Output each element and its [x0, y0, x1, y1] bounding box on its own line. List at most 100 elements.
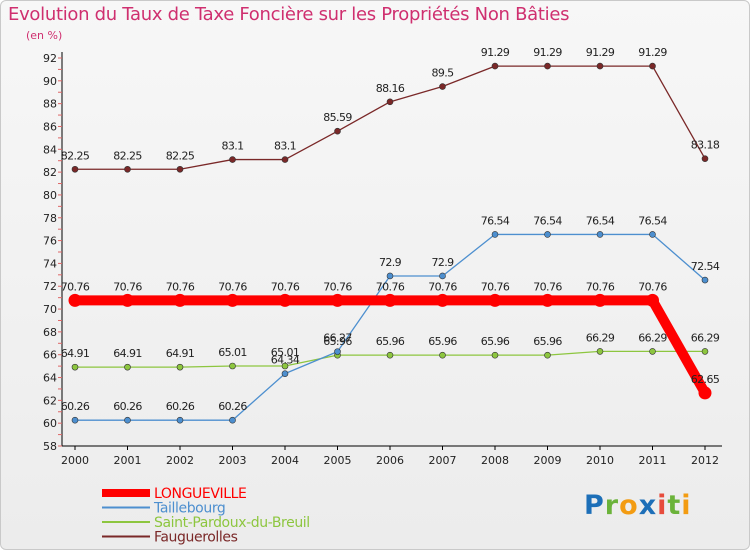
data-point-longueville	[593, 293, 607, 307]
data-label-saint-pardoux-du-breuil: 66.29	[638, 331, 667, 344]
data-label-taillebourg: 72.9	[431, 256, 454, 269]
data-label-saint-pardoux-du-breuil: 64.91	[61, 347, 90, 360]
data-point-taillebourg	[124, 416, 131, 424]
data-label-saint-pardoux-du-breuil: 65.96	[533, 335, 562, 348]
y-tick-label: 64	[43, 372, 57, 385]
y-tick-label: 60	[43, 417, 57, 430]
data-label-taillebourg: 76.54	[533, 214, 562, 227]
x-tick-label: 2004	[271, 454, 299, 467]
data-label-taillebourg: 76.54	[638, 214, 667, 227]
data-label-longueville: 70.76	[481, 280, 510, 293]
data-label-saint-pardoux-du-breuil: 64.91	[166, 347, 195, 360]
data-point-longueville	[541, 293, 554, 307]
data-point-longueville	[436, 293, 449, 307]
data-label-saint-pardoux-du-breuil: 65.01	[271, 346, 300, 359]
y-tick-label: 88	[43, 98, 57, 111]
data-point-fauguerolles	[439, 83, 446, 90]
data-point-fauguerolles	[229, 156, 236, 163]
data-label-fauguerolles: 82.25	[113, 149, 142, 162]
x-tick-label: 2002	[166, 454, 194, 467]
data-label-fauguerolles: 88.16	[376, 82, 405, 95]
data-point-taillebourg	[176, 416, 184, 424]
x-tick-label: 2007	[429, 454, 457, 467]
x-tick-label: 2011	[639, 454, 667, 467]
data-point-longueville	[646, 293, 659, 307]
data-label-fauguerolles: 91.29	[638, 46, 667, 59]
y-tick-label: 76	[43, 235, 57, 248]
data-point-fauguerolles	[596, 62, 604, 70]
data-point-fauguerolles	[281, 156, 289, 163]
data-label-longueville: 70.76	[218, 280, 247, 293]
data-point-longueville	[383, 293, 397, 307]
data-point-longueville	[226, 293, 239, 307]
data-label-saint-pardoux-du-breuil: 65.96	[481, 335, 510, 348]
data-label-taillebourg: 60.26	[61, 400, 90, 413]
legend-label-taillebourg: Taillebourg	[153, 501, 225, 517]
data-point-taillebourg	[439, 272, 446, 280]
y-tick-label: 82	[43, 166, 57, 179]
y-tick-label: 66	[43, 349, 57, 362]
data-label-longueville: 70.76	[586, 280, 615, 293]
data-point-saint-pardoux-du-breuil	[229, 362, 236, 370]
data-label-taillebourg: 72.9	[379, 256, 402, 269]
data-point-fauguerolles	[124, 165, 131, 173]
data-label-fauguerolles: 91.29	[533, 46, 562, 59]
legend-label-longueville: LONGUEVILLE	[154, 486, 247, 502]
data-label-fauguerolles: 82.25	[166, 149, 195, 162]
y-tick-label: 74	[43, 257, 57, 270]
data-label-taillebourg: 60.26	[166, 400, 195, 413]
data-label-taillebourg: 66.27	[323, 332, 352, 345]
data-point-longueville	[173, 293, 187, 307]
data-label-fauguerolles: 89.5	[431, 67, 454, 80]
chart-title: Evolution du Taux de Taxe Foncière sur l…	[8, 4, 570, 25]
y-tick-label: 72	[43, 280, 57, 293]
data-label-saint-pardoux-du-breuil: 65.96	[323, 335, 352, 348]
logo-letter: i	[657, 490, 668, 521]
data-point-taillebourg	[71, 416, 79, 424]
data-label-longueville: 70.76	[271, 280, 300, 293]
data-point-longueville	[121, 293, 134, 307]
data-point-saint-pardoux-du-breuil	[124, 363, 131, 371]
data-point-saint-pardoux-du-breuil	[71, 363, 79, 371]
data-label-taillebourg: 76.54	[586, 214, 615, 227]
data-point-fauguerolles	[176, 165, 184, 173]
data-point-longueville	[278, 293, 292, 307]
data-point-saint-pardoux-du-breuil	[649, 348, 656, 355]
data-label-fauguerolles: 85.59	[323, 111, 352, 124]
data-point-saint-pardoux-du-breuil	[544, 351, 551, 359]
data-point-saint-pardoux-du-breuil	[701, 348, 709, 355]
legend: LONGUEVILLETaillebourgSaint-Pardoux-du-B…	[102, 486, 310, 546]
x-tick-label: 2001	[114, 454, 142, 467]
y-tick-label: 80	[43, 189, 57, 202]
logo-letter: P	[584, 490, 605, 521]
data-label-taillebourg: 60.26	[113, 400, 142, 413]
data-label-fauguerolles: 82.25	[61, 149, 90, 162]
data-point-saint-pardoux-du-breuil	[386, 351, 394, 359]
data-point-saint-pardoux-du-breuil	[281, 362, 289, 370]
logo-letter: o	[619, 490, 639, 521]
y-tick-label: 58	[43, 440, 57, 453]
data-point-fauguerolles	[71, 165, 79, 173]
x-tick-label: 2005	[324, 454, 352, 467]
y-tick-label: 86	[43, 120, 57, 133]
data-label-longueville: 70.76	[533, 280, 562, 293]
data-point-taillebourg	[386, 272, 394, 280]
data-point-fauguerolles	[544, 62, 551, 70]
data-label-fauguerolles: 91.29	[586, 46, 615, 59]
data-point-longueville	[698, 386, 712, 400]
axes: 58 60 62 64 66 68 70 72 74 76 78 80 82 84 86 88 90 92 2000…	[43, 52, 722, 467]
data-label-taillebourg: 76.54	[481, 214, 510, 227]
data-label-longueville: 70.76	[376, 280, 405, 293]
y-tick-label: 68	[43, 326, 57, 339]
data-point-saint-pardoux-du-breuil	[491, 351, 499, 359]
data-point-saint-pardoux-du-breuil	[439, 351, 446, 359]
data-label-saint-pardoux-du-breuil: 64.91	[113, 347, 142, 360]
data-point-longueville	[488, 293, 502, 307]
data-point-taillebourg	[491, 231, 499, 238]
x-tick-label: 2012	[691, 454, 719, 467]
data-label-taillebourg: 64.34	[271, 354, 300, 367]
data-label-longueville: 70.76	[166, 280, 195, 293]
data-point-fauguerolles	[334, 127, 341, 135]
legend-label-fauguerolles: Fauguerolles	[154, 530, 238, 546]
